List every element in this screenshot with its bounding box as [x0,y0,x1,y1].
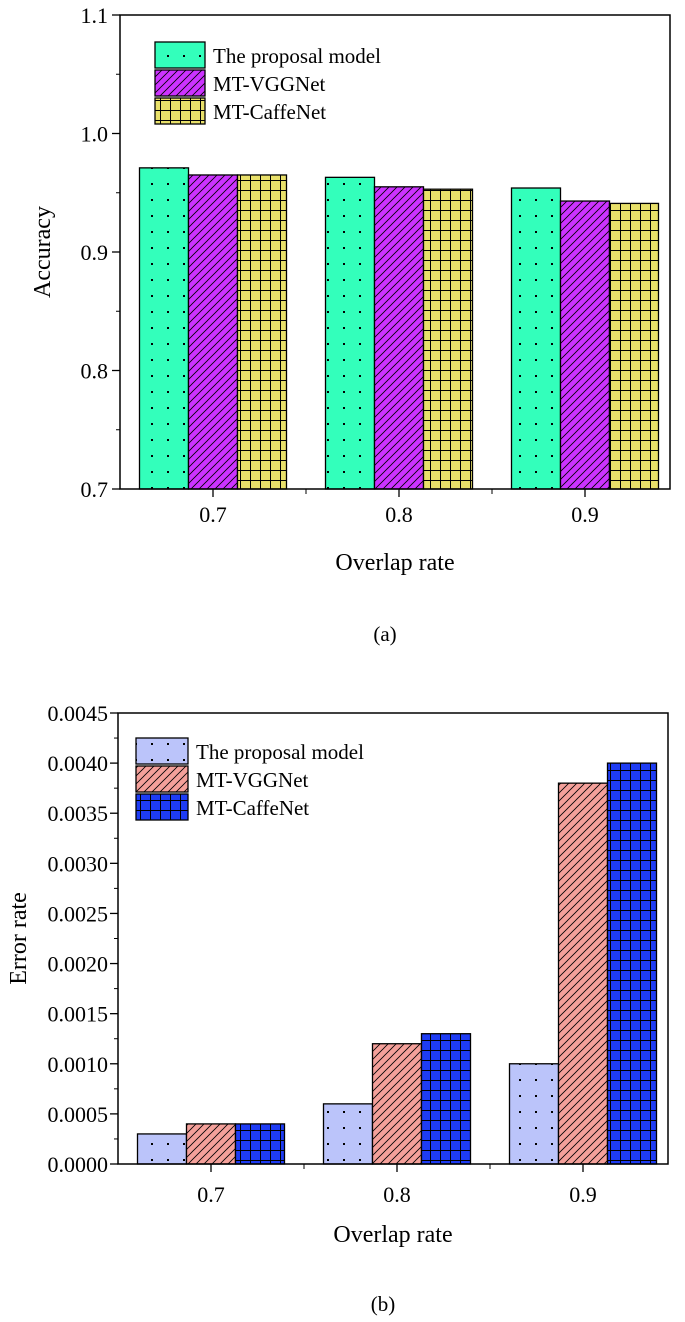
bar [559,200,611,490]
y-tick-label: 0.0040 [48,751,109,776]
y-tick-label: 0.0020 [48,952,109,977]
y-tick-label: 0.0025 [48,901,109,926]
legend-swatch [135,765,189,793]
x-tick-label: 0.9 [569,1182,597,1207]
bar [324,176,376,490]
legend: The proposal model MT-VGGNet MT-CaffeNet [154,41,381,125]
legend-swatch [154,41,206,69]
bar [606,762,658,1165]
legend-label: MT-CaffeNet [196,796,309,820]
y-tick-label: 0.0000 [48,1152,109,1177]
legend: The proposal model MT-VGGNet MT-CaffeNet [135,737,364,821]
bar [185,1123,237,1165]
y-tick-label: 0.7 [81,477,109,502]
y-axis-title: Accuracy [30,206,56,298]
bar [422,188,474,490]
y-tick-label: 0.0010 [48,1052,109,1077]
legend-swatch [135,793,189,821]
panel-label: (b) [371,1292,396,1316]
y-tick-label: 1.0 [81,122,109,147]
bar [608,202,660,490]
legend-swatch [154,69,206,97]
bar [187,174,239,490]
x-axis-title: Overlap rate [333,1222,452,1248]
bar [322,1103,374,1165]
legend-swatch [135,737,189,765]
y-tick-label: 0.0030 [48,851,109,876]
legend-label: MT-VGGNet [213,72,326,96]
y-tick-label: 0.9 [81,240,109,265]
y-tick-label: 0.0015 [48,1002,109,1027]
bar [138,167,190,490]
x-tick-label: 0.8 [383,1182,411,1207]
bar [234,1123,286,1165]
legend-label: The proposal model [213,44,381,68]
x-tick-label: 0.9 [571,502,599,527]
x-tick-label: 0.7 [197,1182,225,1207]
panel-label: (a) [373,622,396,646]
x-tick-label: 0.7 [199,502,227,527]
y-axis-title: Error rate [6,892,32,985]
chart-a: 0.7 0.8 0.9 1.0 1.1 0.7 0.8 0.9 Overlap rate Accu… [30,3,671,646]
bar [420,1033,472,1165]
bar [236,174,288,490]
x-tick-label: 0.8 [385,502,413,527]
bar [371,1043,423,1165]
bar [557,782,609,1165]
bar [508,1063,560,1165]
y-tick-label: 1.1 [81,3,109,28]
legend-label: The proposal model [196,740,364,764]
chart-b: 0.0000 0.0005 0.0010 0.0015 0.0020 0.0025 0.00… [6,701,669,1316]
bar [510,187,562,490]
legend-swatch [154,97,206,125]
bar [373,186,425,490]
y-tick-label: 0.8 [81,359,109,384]
bar [136,1133,188,1165]
x-axis-title: Overlap rate [335,550,454,576]
y-tick-label: 0.0035 [48,801,109,826]
y-tick-label: 0.0045 [48,701,109,726]
legend-label: MT-CaffeNet [213,100,326,124]
legend-label: MT-VGGNet [196,768,309,792]
y-tick-label: 0.0005 [48,1102,109,1127]
